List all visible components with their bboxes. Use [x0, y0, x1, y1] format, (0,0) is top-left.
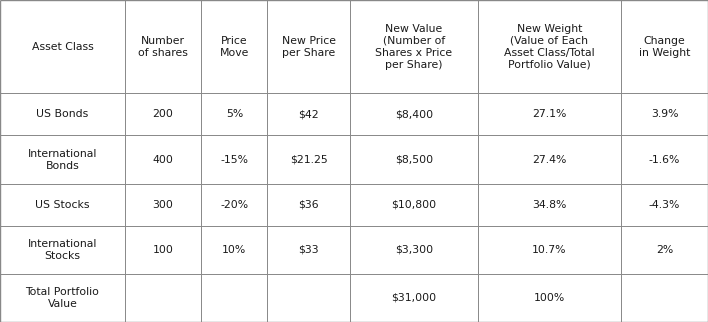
- Text: 34.8%: 34.8%: [532, 200, 566, 210]
- Text: 10%: 10%: [222, 245, 246, 255]
- Text: Total Portfolio
Value: Total Portfolio Value: [25, 287, 99, 309]
- Text: $8,500: $8,500: [395, 155, 433, 165]
- Text: New Weight
(Value of Each
Asset Class/Total
Portfolio Value): New Weight (Value of Each Asset Class/To…: [504, 24, 595, 70]
- Text: $31,000: $31,000: [392, 293, 437, 303]
- Text: New Price
per Share: New Price per Share: [282, 36, 336, 58]
- Text: $42: $42: [299, 109, 319, 119]
- Text: $21.25: $21.25: [290, 155, 328, 165]
- Text: $3,300: $3,300: [395, 245, 433, 255]
- Text: $10,800: $10,800: [392, 200, 437, 210]
- Text: $33: $33: [299, 245, 319, 255]
- Text: 5%: 5%: [226, 109, 243, 119]
- Text: 27.4%: 27.4%: [532, 155, 566, 165]
- Text: 300: 300: [153, 200, 173, 210]
- Text: 100: 100: [153, 245, 173, 255]
- Text: 10.7%: 10.7%: [532, 245, 566, 255]
- Text: 200: 200: [153, 109, 173, 119]
- Text: $36: $36: [299, 200, 319, 210]
- Text: $8,400: $8,400: [395, 109, 433, 119]
- Text: 2%: 2%: [656, 245, 673, 255]
- Text: Change
in Weight: Change in Weight: [639, 36, 690, 58]
- Text: International
Bonds: International Bonds: [28, 148, 97, 171]
- Text: 400: 400: [153, 155, 173, 165]
- Text: -15%: -15%: [220, 155, 249, 165]
- Text: US Stocks: US Stocks: [35, 200, 90, 210]
- Text: US Bonds: US Bonds: [36, 109, 88, 119]
- Text: 27.1%: 27.1%: [532, 109, 566, 119]
- Text: -4.3%: -4.3%: [649, 200, 680, 210]
- Text: 3.9%: 3.9%: [651, 109, 678, 119]
- Text: Price
Move: Price Move: [219, 36, 249, 58]
- Text: -1.6%: -1.6%: [649, 155, 680, 165]
- Text: New Value
(Number of
Shares x Price
per Share): New Value (Number of Shares x Price per …: [375, 24, 452, 70]
- Text: -20%: -20%: [220, 200, 249, 210]
- Text: Asset Class: Asset Class: [32, 42, 93, 52]
- Text: International
Stocks: International Stocks: [28, 239, 97, 261]
- Text: Number
of shares: Number of shares: [138, 36, 188, 58]
- Text: 100%: 100%: [534, 293, 565, 303]
